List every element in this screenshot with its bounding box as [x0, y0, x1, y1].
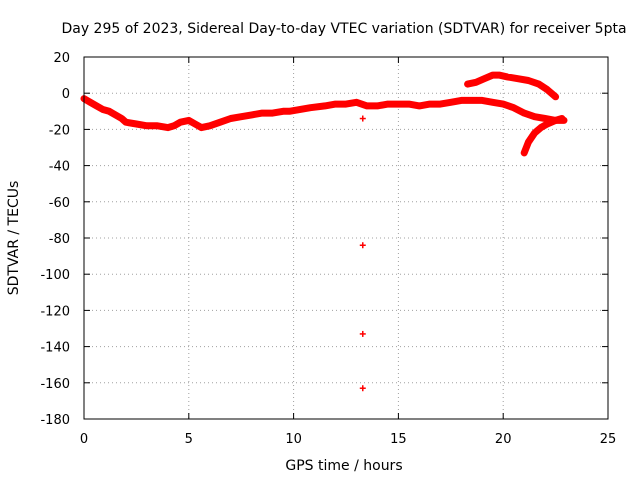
data-point — [374, 102, 381, 109]
data-point — [359, 115, 366, 122]
chart-title: Day 295 of 2023, Sidereal Day-to-day VTE… — [61, 21, 626, 37]
data-point — [500, 101, 507, 108]
data-point — [544, 86, 551, 93]
data-point — [133, 120, 140, 127]
data-point — [192, 120, 199, 127]
x-tick-label: 25 — [600, 432, 617, 447]
data-point — [542, 115, 549, 122]
data-point — [481, 75, 488, 82]
y-tick-label: -140 — [40, 341, 70, 356]
data-point — [405, 101, 412, 108]
data-point — [280, 108, 287, 115]
data-point — [552, 117, 559, 124]
data-point — [537, 124, 544, 131]
data-point — [87, 99, 94, 106]
data-point — [552, 93, 559, 100]
data-point — [447, 99, 454, 106]
y-tick-label: -40 — [49, 160, 70, 175]
data-point — [185, 117, 192, 124]
y-tick-label: -20 — [49, 123, 70, 138]
data-point — [93, 102, 100, 109]
data-point — [248, 111, 255, 118]
data-point — [395, 101, 402, 108]
axis-ticks: 20 0 -20 -40 -60 -80 -100 -120 -140 -160 -180 0 5 10 1… — [40, 51, 616, 447]
data-point — [122, 119, 129, 126]
y-tick-label: -100 — [40, 268, 70, 283]
data-point — [154, 122, 161, 129]
data-point — [384, 101, 391, 108]
y-tick-label: -160 — [40, 377, 70, 392]
x-tick-label: 5 — [185, 432, 193, 447]
data-point — [531, 130, 538, 137]
data-point — [479, 97, 486, 104]
data-point — [458, 97, 465, 104]
data-point — [504, 73, 511, 80]
data-point — [489, 99, 496, 106]
data-point — [259, 110, 266, 117]
data-point — [112, 111, 119, 118]
data-point — [171, 122, 178, 129]
y-tick-label: 20 — [53, 51, 70, 66]
data-point — [496, 72, 503, 79]
data-point — [227, 115, 234, 122]
data-point — [343, 101, 349, 108]
data-point — [99, 106, 106, 113]
data-point — [359, 242, 366, 249]
data-point — [472, 79, 479, 86]
data-point — [353, 99, 360, 106]
data-point — [437, 101, 444, 108]
y-tick-label: -180 — [40, 413, 70, 428]
data-point — [489, 72, 496, 79]
data-point — [510, 104, 517, 111]
y-tick-label: -120 — [40, 304, 70, 319]
x-tick-label: 20 — [495, 432, 512, 447]
y-tick-label: -60 — [49, 196, 70, 211]
data-point — [525, 139, 532, 146]
y-tick-label: -80 — [49, 232, 70, 247]
data-point — [177, 119, 184, 126]
data-point — [307, 104, 314, 111]
series-band-lower-arc — [520, 115, 566, 157]
grid — [84, 57, 608, 419]
data-point — [535, 81, 542, 88]
data-point — [118, 115, 125, 122]
data-point — [363, 102, 370, 109]
data-point — [286, 108, 293, 115]
data-point — [359, 330, 366, 337]
data-point — [332, 101, 339, 108]
data-point — [322, 102, 329, 109]
data-point — [464, 81, 471, 88]
data-point — [514, 75, 521, 82]
data-point — [143, 122, 150, 129]
data-point — [468, 97, 475, 104]
x-tick-label: 0 — [80, 432, 88, 447]
data-point — [359, 385, 366, 392]
data-point — [206, 122, 213, 129]
data-point — [269, 110, 276, 117]
data-point — [416, 102, 423, 109]
data-point — [525, 77, 532, 84]
y-tick-label: 0 — [62, 87, 70, 102]
data-point — [531, 113, 538, 120]
data-point — [426, 101, 433, 108]
data-point — [521, 110, 528, 117]
data-point — [198, 124, 205, 131]
data-point — [217, 119, 224, 126]
x-tick-label: 15 — [390, 432, 407, 447]
x-tick-label: 10 — [285, 432, 302, 447]
data-point — [106, 108, 113, 115]
data-point — [238, 113, 245, 120]
data-point — [164, 124, 171, 131]
data-point — [558, 115, 565, 122]
data-point — [544, 120, 551, 127]
data-points — [80, 71, 568, 392]
x-axis-label: GPS time / hours — [285, 458, 402, 474]
y-axis-label: SDTVAR / TECUs — [6, 181, 22, 296]
data-point — [521, 149, 528, 156]
